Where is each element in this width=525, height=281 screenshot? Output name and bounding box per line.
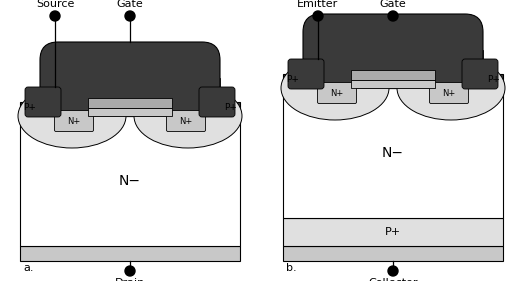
Bar [465, 50, 483, 74]
Bar [202, 78, 220, 102]
Text: N−: N− [119, 174, 141, 188]
Text: N+: N+ [443, 89, 456, 98]
Ellipse shape [18, 84, 126, 148]
Text: b.: b. [286, 263, 297, 273]
Text: Source: Source [36, 0, 74, 9]
Bar [351, 70, 435, 80]
Bar [303, 50, 321, 74]
Circle shape [125, 11, 135, 21]
Bar [88, 98, 172, 108]
Bar [283, 74, 503, 88]
Text: Collector: Collector [368, 278, 418, 281]
Ellipse shape [134, 84, 242, 148]
FancyBboxPatch shape [199, 87, 235, 117]
Text: N+: N+ [67, 117, 81, 126]
Circle shape [313, 11, 323, 21]
FancyBboxPatch shape [40, 42, 220, 116]
Text: a.: a. [23, 263, 34, 273]
Text: Drain: Drain [115, 278, 145, 281]
Bar [283, 88, 503, 218]
Circle shape [50, 11, 60, 21]
Text: Gate: Gate [380, 0, 406, 9]
Bar [20, 246, 240, 261]
Bar [351, 80, 435, 88]
Bar [283, 246, 503, 261]
FancyBboxPatch shape [288, 59, 324, 89]
Text: N−: N− [382, 146, 404, 160]
FancyBboxPatch shape [303, 14, 483, 88]
Circle shape [388, 11, 398, 21]
Text: P+: P+ [286, 75, 299, 84]
FancyBboxPatch shape [55, 110, 93, 132]
Bar [283, 218, 503, 246]
FancyBboxPatch shape [318, 83, 356, 103]
Circle shape [125, 266, 135, 276]
Ellipse shape [281, 56, 389, 120]
Text: P+: P+ [385, 227, 401, 237]
Text: Gate: Gate [117, 0, 143, 9]
Text: N+: N+ [180, 117, 193, 126]
Bar [88, 108, 172, 116]
FancyBboxPatch shape [462, 59, 498, 89]
FancyBboxPatch shape [166, 110, 205, 132]
Text: N+: N+ [330, 89, 344, 98]
Bar [40, 78, 58, 102]
Text: P+: P+ [23, 103, 36, 112]
Ellipse shape [397, 56, 505, 120]
Text: P+: P+ [487, 75, 500, 84]
Text: P+: P+ [224, 103, 237, 112]
Text: Emitter: Emitter [297, 0, 339, 9]
FancyBboxPatch shape [25, 87, 61, 117]
FancyBboxPatch shape [429, 83, 468, 103]
Bar [20, 116, 240, 246]
Circle shape [388, 266, 398, 276]
Bar [20, 102, 240, 116]
